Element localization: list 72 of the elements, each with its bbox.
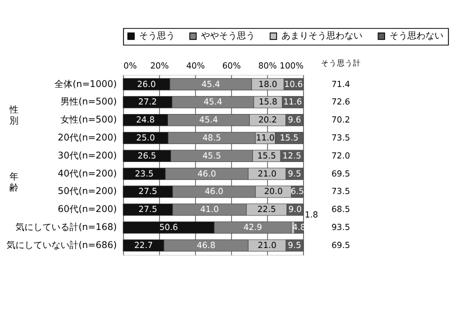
legend-label: そう思わない (389, 30, 444, 42)
data-label: 42.9 (243, 222, 262, 232)
y-tick-label: 全体(n=1000) (54, 78, 117, 90)
data-label: 41.0 (200, 204, 219, 214)
data-label: 9.5 (288, 168, 302, 178)
data-label: 11.6 (283, 96, 302, 107)
text: 70.2 (331, 114, 350, 125)
data-label: 22.5 (257, 204, 276, 214)
text: 72.0 (331, 150, 350, 160)
text: そう思う計 (320, 58, 361, 68)
data-label: 20.0 (264, 186, 283, 196)
legend-label: そう思う (139, 30, 175, 42)
data-label: 20.2 (258, 114, 277, 125)
x-tick-label: 60% (222, 60, 241, 71)
text: 年齢 (10, 172, 19, 194)
data-label: 21.0 (258, 240, 276, 250)
data-label: 15.5 (280, 132, 298, 143)
data-label: 50.6 (159, 222, 178, 232)
data-label: 23.5 (134, 168, 154, 178)
data-label: 9.6 (288, 114, 302, 125)
data-label: 27.5 (138, 204, 158, 214)
text: 93.5 (331, 222, 350, 232)
x-tick-label: 20% (150, 60, 169, 71)
text: 性別 (8, 104, 19, 126)
x-tick-label: 40% (186, 60, 205, 71)
data-label: 24.8 (136, 114, 155, 125)
data-label: 25.0 (136, 132, 155, 143)
data-label: 46.0 (197, 168, 216, 178)
text: 71.4 (331, 78, 350, 89)
text: 72.6 (331, 96, 350, 107)
x-tick-label: 80% (258, 60, 277, 71)
data-label: 15.8 (258, 96, 278, 107)
data-label: 46.8 (196, 240, 216, 250)
data-label: 9.5 (288, 240, 302, 250)
data-label: 27.5 (138, 186, 158, 196)
data-label: 1.8 (304, 210, 318, 220)
legend-label: ややそう思う (200, 30, 255, 42)
data-label: 46.0 (204, 186, 224, 196)
y-tick-label: 30代(n=200) (58, 150, 117, 162)
y-tick-label: 気にしていない計(n=686) (6, 240, 117, 251)
data-label: 45.4 (201, 78, 220, 89)
data-label: 45.5 (202, 150, 222, 160)
data-label: 9.0 (288, 204, 302, 214)
data-label: 11.0 (256, 132, 275, 143)
x-tick-label: 0% (124, 60, 137, 71)
data-label: 26.0 (137, 78, 156, 89)
y-tick-label: 気にしている計(n=168) (16, 222, 117, 234)
legend-label: あまりそう思わない (281, 30, 362, 42)
y-tick-label: 女性(n=500) (60, 114, 117, 126)
text: 69.5 (331, 168, 350, 178)
text: 69.5 (331, 240, 350, 250)
data-label: 22.7 (134, 240, 153, 250)
data-label: 12.5 (282, 150, 302, 160)
y-tick-label: 20代(n=200) (58, 132, 117, 144)
text: 73.5 (331, 132, 350, 143)
y-tick-label: 男性(n=500) (60, 96, 117, 108)
data-label: 45.4 (199, 114, 218, 125)
data-label: 18.0 (258, 78, 278, 89)
data-label: 21.0 (258, 168, 276, 178)
data-label: 15.5 (257, 150, 276, 160)
data-label: 27.2 (138, 96, 157, 107)
y-tick-label: 40代(n=200) (58, 168, 117, 180)
data-label: 6.5 (290, 186, 304, 196)
y-tick-label: 60代(n=200) (58, 204, 117, 216)
data-label: 26.5 (138, 150, 156, 160)
data-label: 45.4 (204, 96, 222, 107)
text: 68.5 (331, 204, 350, 214)
y-tick-label: 50代(n=200) (58, 186, 117, 198)
data-label: 48.5 (202, 132, 222, 143)
x-tick-label: 100% (280, 60, 304, 71)
data-label: 10.6 (284, 78, 303, 89)
text: 73.5 (331, 186, 350, 196)
